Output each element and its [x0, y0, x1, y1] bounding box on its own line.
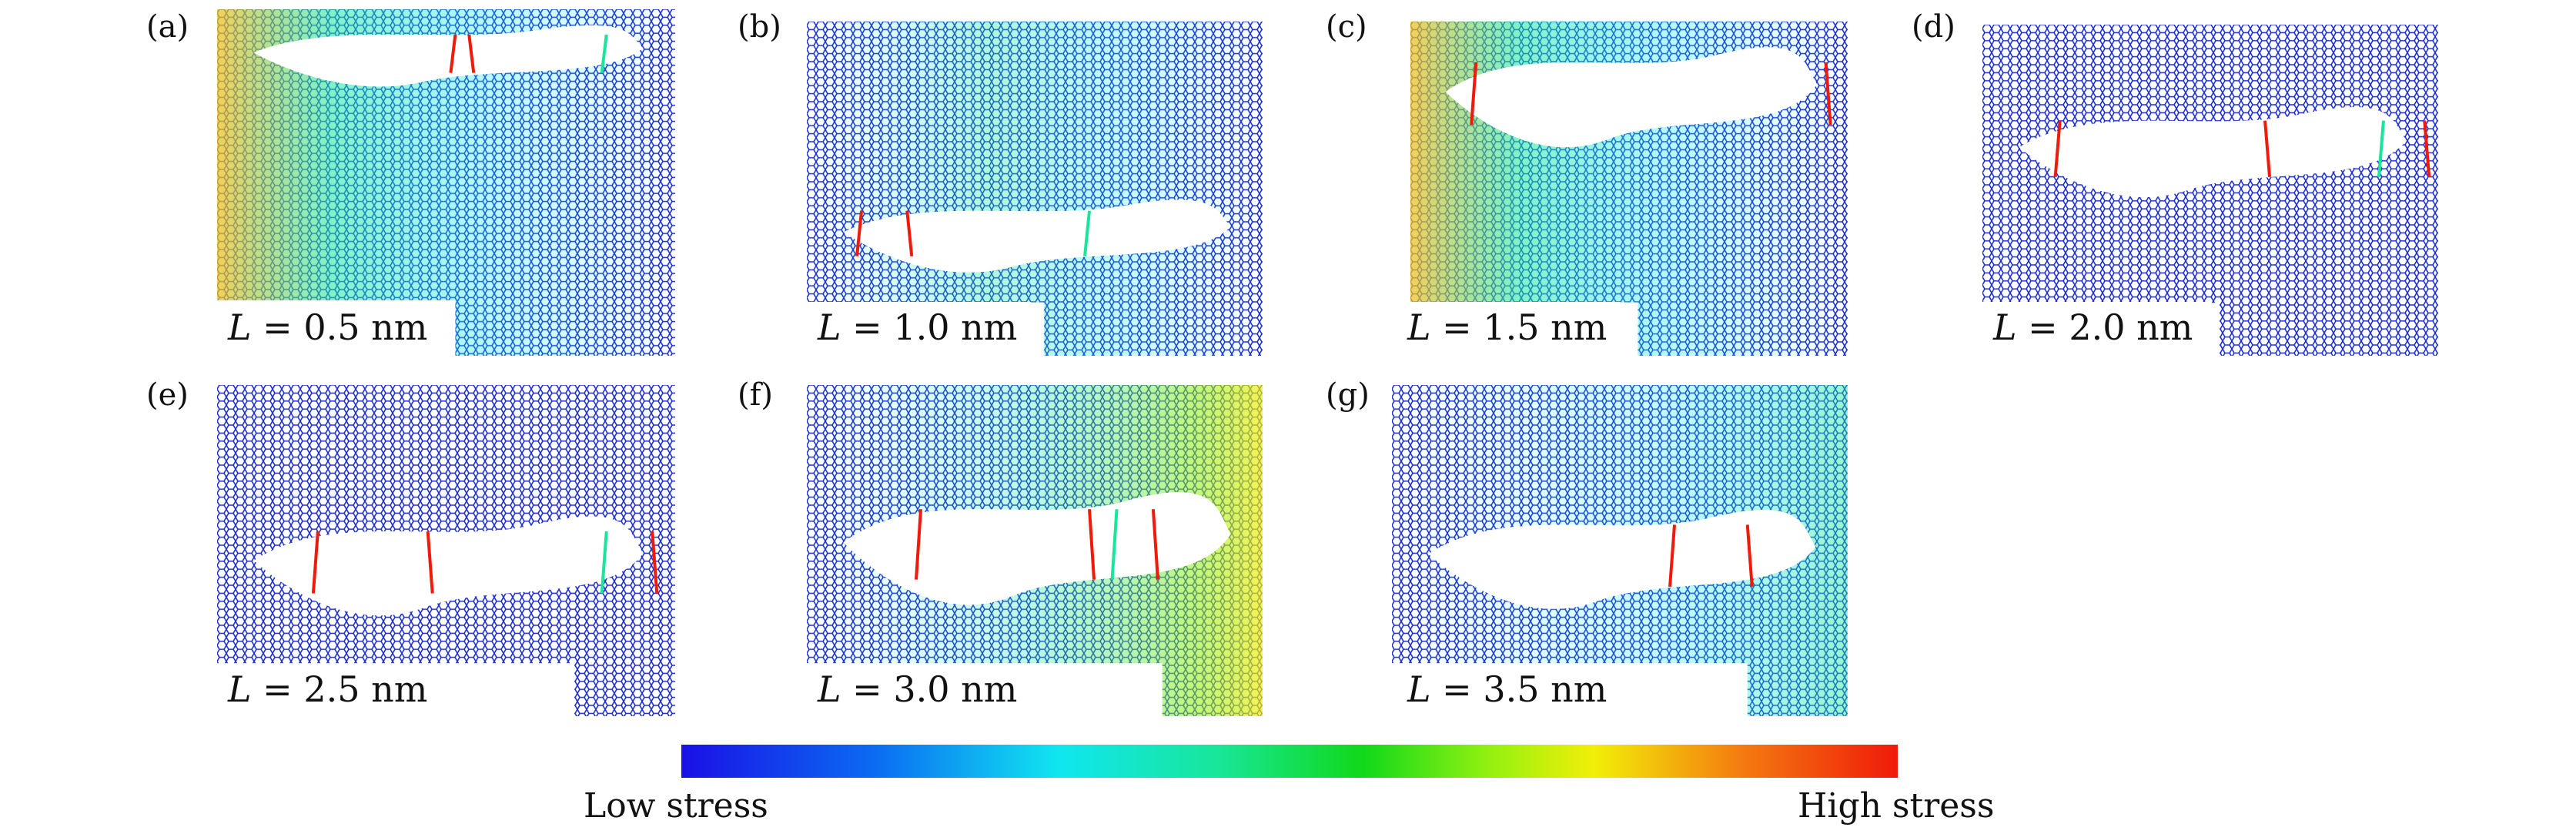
- length-value: = 3.0 nm: [852, 668, 1018, 710]
- panel-tag-d: (d): [1912, 9, 1955, 45]
- panel-tag-e: (e): [146, 377, 189, 413]
- length-value: = 1.5 nm: [1442, 306, 1607, 348]
- graphene-sheet: [807, 385, 1263, 716]
- length-label-e: L = 2.5 nm: [217, 664, 442, 716]
- panel-d: [1982, 25, 2438, 356]
- graphene-sheet: [807, 22, 1263, 356]
- colorbar-low-label: Low stress: [584, 786, 768, 826]
- atomic-chain: [855, 210, 864, 256]
- atomic-chain: [2377, 120, 2385, 177]
- length-value: = 1.0 nm: [852, 306, 1018, 348]
- length-label-a: L = 0.5 nm: [217, 302, 442, 354]
- atomic-chain: [915, 509, 922, 580]
- atomic-chain: [1668, 524, 1677, 588]
- length-value: = 2.0 nm: [2028, 306, 2193, 348]
- stress-colorbar: [681, 745, 1898, 778]
- crack-opening: [2019, 106, 2407, 198]
- crack-opening: [843, 492, 1231, 605]
- atomic-chain: [449, 34, 457, 73]
- length-var: L: [228, 668, 252, 710]
- length-label-b: L = 1.0 nm: [807, 302, 1032, 354]
- atomic-chain: [1470, 62, 1478, 126]
- atomic-chain: [2263, 120, 2272, 177]
- atomic-chain: [1151, 509, 1159, 580]
- atomic-chain: [1088, 509, 1096, 580]
- length-value: = 0.5 nm: [263, 306, 428, 348]
- graphene-sheet: [1392, 385, 1848, 716]
- length-var: L: [1407, 668, 1431, 710]
- length-label-g: L = 3.5 nm: [1397, 664, 1621, 716]
- panel-tag-f: (f): [738, 377, 774, 413]
- panel-tag-b: (b): [738, 9, 781, 45]
- length-var: L: [818, 668, 841, 710]
- graphene-sheet: [1982, 25, 2438, 356]
- panel-e: [217, 385, 675, 716]
- length-var: L: [818, 306, 841, 348]
- length-var: L: [1407, 306, 1431, 348]
- panel-b: [807, 22, 1263, 356]
- atomic-chain: [651, 531, 659, 594]
- length-label-f: L = 3.0 nm: [807, 664, 1032, 716]
- length-label-d: L = 2.0 nm: [1982, 302, 2207, 354]
- panel-g: [1392, 385, 1848, 716]
- atomic-chain: [1083, 210, 1092, 256]
- crack-opening: [1428, 509, 1816, 609]
- length-value: = 2.5 nm: [263, 668, 428, 710]
- length-var: L: [228, 306, 252, 348]
- atomic-chain: [600, 34, 608, 73]
- atomic-chain: [311, 531, 319, 594]
- atomic-chain: [1824, 62, 1832, 126]
- atomic-chain: [1745, 524, 1754, 588]
- atomic-chain: [467, 34, 476, 73]
- atomic-chain: [426, 531, 434, 594]
- crack-opening: [1445, 47, 1818, 148]
- atomic-chain: [1110, 509, 1119, 580]
- crack-opening: [843, 199, 1231, 273]
- crack-opening: [253, 25, 644, 87]
- panel-tag-a: (a): [146, 9, 189, 45]
- colorbar-high-label: High stress: [1798, 786, 1995, 826]
- atomic-chain: [600, 531, 608, 594]
- panel-f: [807, 385, 1263, 716]
- crack-opening: [253, 516, 644, 616]
- graphene-sheet: [217, 385, 675, 716]
- panel-tag-c: (c): [1326, 9, 1367, 45]
- atomic-chain: [905, 210, 914, 256]
- atomic-chain: [2423, 120, 2431, 177]
- atomic-chain: [2053, 120, 2062, 177]
- length-value: = 3.5 nm: [1442, 668, 1607, 710]
- length-var: L: [1993, 306, 2017, 348]
- length-label-c: L = 1.5 nm: [1397, 302, 1621, 354]
- panel-tag-g: (g): [1326, 377, 1370, 413]
